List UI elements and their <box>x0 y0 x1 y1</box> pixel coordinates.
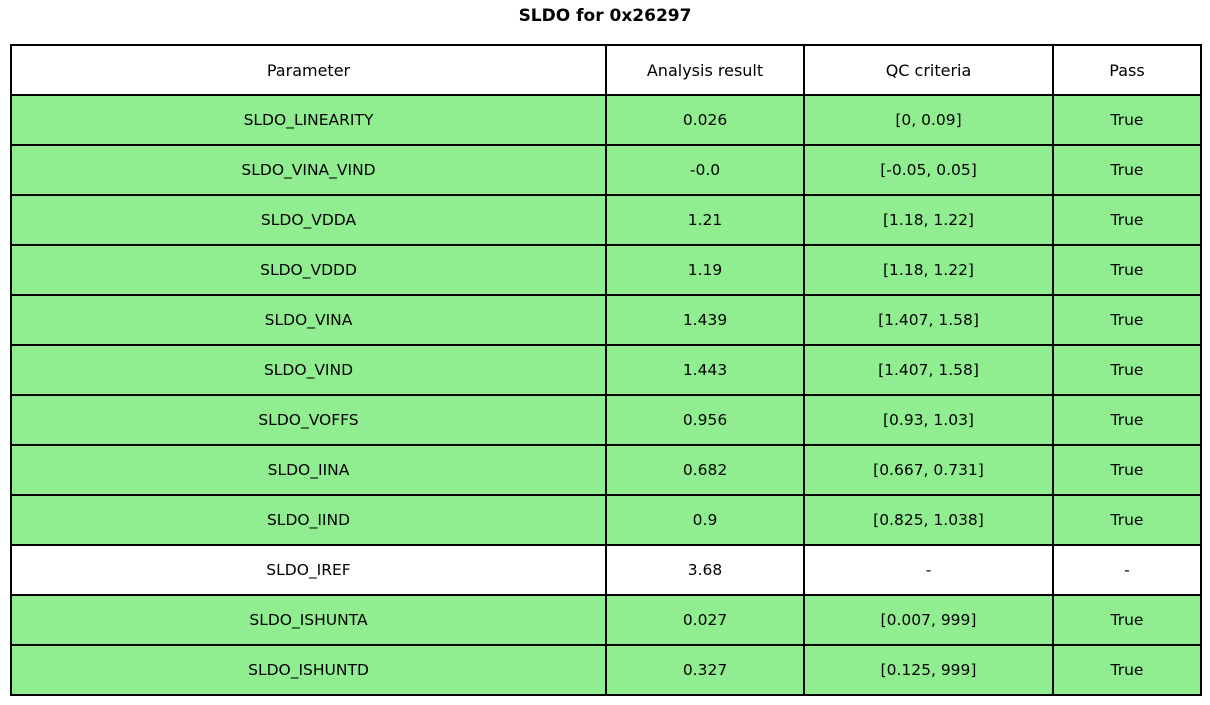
param-cell: SLDO_VDDD <box>10 244 607 296</box>
param-cell: SLDO_IREF <box>10 544 607 596</box>
result-cell: -0.0 <box>605 144 805 196</box>
result-cell: 1.443 <box>605 344 805 396</box>
param-cell: SLDO_VINA_VIND <box>10 144 607 196</box>
pass-cell: - <box>1052 544 1202 596</box>
result-cell: 0.026 <box>605 94 805 146</box>
result-cell: 1.19 <box>605 244 805 296</box>
pass-cell: True <box>1052 444 1202 496</box>
pass-cell: True <box>1052 344 1202 396</box>
page-title: SLDO for 0x26297 <box>518 6 692 26</box>
criteria-cell: [1.407, 1.58] <box>803 294 1054 346</box>
result-cell: 1.439 <box>605 294 805 346</box>
param-cell: SLDO_LINEARITY <box>10 94 607 146</box>
result-cell: 0.327 <box>605 644 805 696</box>
pass-cell: True <box>1052 294 1202 346</box>
table-row: SLDO_VDDA 1.21 [1.18, 1.22] True <box>10 194 1202 246</box>
pass-cell: True <box>1052 644 1202 696</box>
criteria-cell: [0, 0.09] <box>803 94 1054 146</box>
table-row: SLDO_VOFFS 0.956 [0.93, 1.03] True <box>10 394 1202 446</box>
table-row: SLDO_IINA 0.682 [0.667, 0.731] True <box>10 444 1202 496</box>
criteria-cell: [1.18, 1.22] <box>803 244 1054 296</box>
pass-cell: True <box>1052 144 1202 196</box>
criteria-cell: [0.93, 1.03] <box>803 394 1054 446</box>
criteria-cell: - <box>803 544 1054 596</box>
column-header-pass: Pass <box>1052 44 1202 96</box>
criteria-cell: [0.825, 1.038] <box>803 494 1054 546</box>
result-cell: 0.9 <box>605 494 805 546</box>
param-cell: SLDO_ISHUNTA <box>10 594 607 646</box>
param-cell: SLDO_VOFFS <box>10 394 607 446</box>
table-row: SLDO_ISHUNTA 0.027 [0.007, 999] True <box>10 594 1202 646</box>
result-cell: 0.956 <box>605 394 805 446</box>
table-row: SLDO_ISHUNTD 0.327 [0.125, 999] True <box>10 644 1202 696</box>
table-row: SLDO_LINEARITY 0.026 [0, 0.09] True <box>10 94 1202 146</box>
param-cell: SLDO_VIND <box>10 344 607 396</box>
criteria-cell: [1.18, 1.22] <box>803 194 1054 246</box>
table-row: SLDO_VINA 1.439 [1.407, 1.58] True <box>10 294 1202 346</box>
pass-cell: True <box>1052 394 1202 446</box>
param-cell: SLDO_ISHUNTD <box>10 644 607 696</box>
result-cell: 0.682 <box>605 444 805 496</box>
criteria-cell: [-0.05, 0.05] <box>803 144 1054 196</box>
table-row: SLDO_VIND 1.443 [1.407, 1.58] True <box>10 344 1202 396</box>
table-row: SLDO_IIND 0.9 [0.825, 1.038] True <box>10 494 1202 546</box>
pass-cell: True <box>1052 194 1202 246</box>
criteria-cell: [0.667, 0.731] <box>803 444 1054 496</box>
qc-results-table: Parameter Analysis result QC criteria Pa… <box>10 44 1202 696</box>
param-cell: SLDO_VINA <box>10 294 607 346</box>
pass-cell: True <box>1052 594 1202 646</box>
criteria-cell: [0.007, 999] <box>803 594 1054 646</box>
table-body: SLDO_LINEARITY 0.026 [0, 0.09] True SLDO_VIN… <box>10 94 1202 696</box>
table-row: SLDO_VINA_VIND -0.0 [-0.05, 0.05] True <box>10 144 1202 196</box>
column-header-parameter: Parameter <box>10 44 607 96</box>
pass-cell: True <box>1052 94 1202 146</box>
param-cell: SLDO_IIND <box>10 494 607 546</box>
header-row: Parameter Analysis result QC criteria Pa… <box>10 44 1202 96</box>
criteria-cell: [0.125, 999] <box>803 644 1054 696</box>
param-cell: SLDO_IINA <box>10 444 607 496</box>
table-row: SLDO_VDDD 1.19 [1.18, 1.22] True <box>10 244 1202 296</box>
result-cell: 0.027 <box>605 594 805 646</box>
pass-cell: True <box>1052 494 1202 546</box>
result-cell: 3.68 <box>605 544 805 596</box>
table-row: SLDO_IREF 3.68- - <box>10 544 1202 596</box>
param-cell: SLDO_VDDA <box>10 194 607 246</box>
pass-cell: True <box>1052 244 1202 296</box>
column-header-analysis-result: Analysis result <box>605 44 805 96</box>
criteria-cell: [1.407, 1.58] <box>803 344 1054 396</box>
result-cell: 1.21 <box>605 194 805 246</box>
column-header-qc-criteria: QC criteria <box>803 44 1054 96</box>
